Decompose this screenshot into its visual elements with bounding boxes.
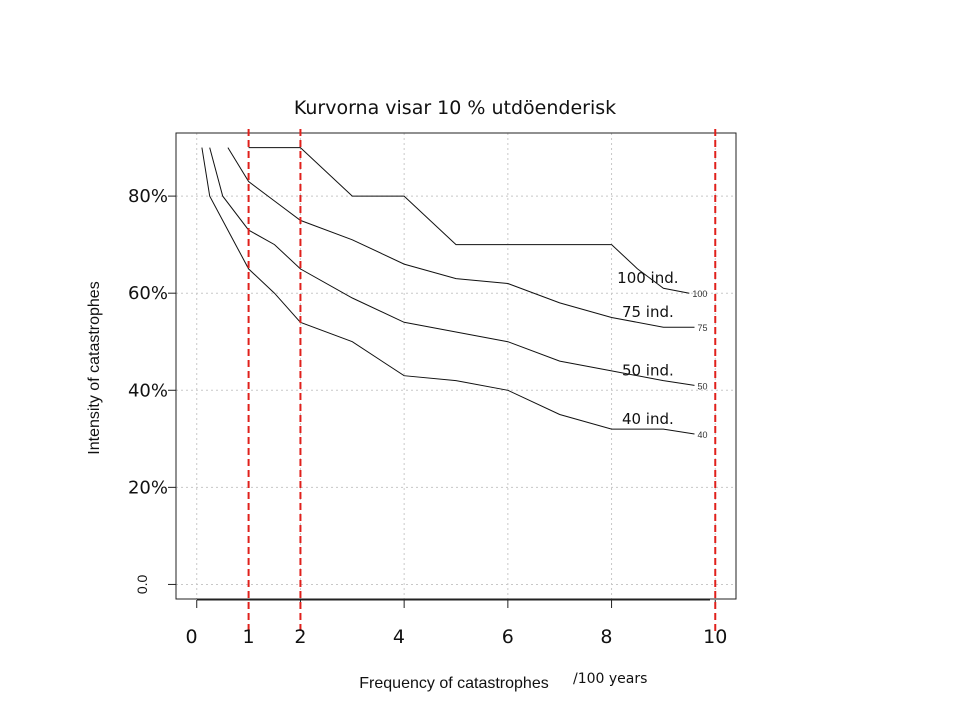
reference-lines xyxy=(247,129,717,634)
y-tick-label: 40% xyxy=(128,380,168,401)
x-tick-label: 4 xyxy=(393,626,405,648)
contour-curves xyxy=(201,147,695,435)
x-tick-labels: 0 1 2 4 6 8 10 xyxy=(186,626,728,648)
curve-name-100: 100 ind. xyxy=(617,269,678,287)
x-tick-label: 10 xyxy=(703,626,727,648)
x-axis-unit: /100 years xyxy=(573,671,647,687)
curve-100 xyxy=(248,147,690,294)
contour-label-75: 75 xyxy=(698,323,708,333)
contour-label-40: 40 xyxy=(698,430,708,440)
contour-label-50: 50 xyxy=(698,381,708,391)
x-tick-label: 8 xyxy=(600,626,612,648)
curve-name-75: 75 ind. xyxy=(622,303,674,321)
x-axis-title: Frequency of catastrophes xyxy=(359,675,548,692)
y-tick-label: 80% xyxy=(128,186,168,207)
chart-title: Kurvorna visar 10 % utdöenderisk xyxy=(294,97,616,119)
contour-label-100: 100 xyxy=(692,289,707,299)
curve-75 xyxy=(227,147,695,328)
curve-name-labels: 100 ind. 75 ind. 50 ind. 40 ind. xyxy=(617,269,678,428)
contour-value-labels: 100 75 50 40 xyxy=(692,289,707,440)
curve-name-40: 40 ind. xyxy=(622,410,674,428)
curve-50 xyxy=(209,147,695,386)
y-tick-label: 60% xyxy=(128,283,168,304)
curve-name-50: 50 ind. xyxy=(622,361,674,379)
y-tick-label: 0.0 xyxy=(134,574,150,594)
y-axis-title: Intensity of catastrophes xyxy=(86,281,103,454)
curve-40 xyxy=(201,147,695,435)
x-tick-label: 0 xyxy=(186,626,198,648)
y-tick-labels: 0.0 20% 40% 60% 80% xyxy=(128,186,168,594)
y-tick-label: 20% xyxy=(128,477,168,498)
gridlines xyxy=(176,133,736,599)
x-axis-ticks xyxy=(168,195,716,608)
x-tick-label: 2 xyxy=(294,626,306,648)
x-tick-label: 6 xyxy=(502,626,514,648)
x-tick-label: 1 xyxy=(243,626,255,648)
